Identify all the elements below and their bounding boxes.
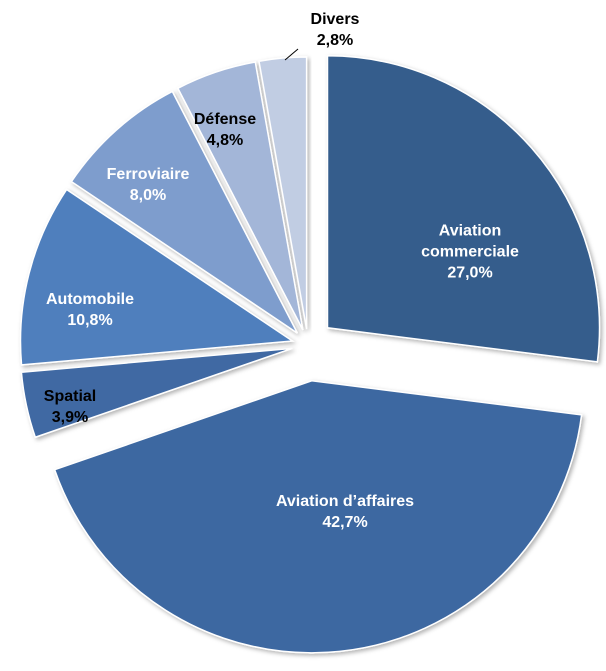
pie-slice <box>53 380 583 654</box>
value-label: 27,0% <box>447 264 493 282</box>
pie-slice <box>19 188 295 366</box>
category-label: Divers <box>310 11 360 28</box>
slice-label: Divers 2,8% <box>295 9 375 51</box>
slice-label: Aviation d’affaires 42,7% <box>235 491 455 533</box>
slice-label: Défense 4,8% <box>180 109 270 151</box>
pie-slice <box>258 56 308 330</box>
slice-label: Spatial 3,9% <box>30 386 110 428</box>
pie-slice <box>326 55 601 363</box>
value-label: 3,9% <box>51 409 89 426</box>
value-label: 42,7% <box>322 514 368 531</box>
category-label: Aviation commerciale <box>421 222 519 261</box>
pie-slice <box>176 61 304 331</box>
category-label: Automobile <box>46 291 134 308</box>
category-label: Défense <box>193 111 257 128</box>
category-label: Spatial <box>43 388 97 405</box>
value-label: 8,0% <box>129 187 167 204</box>
category-label: Aviation d’affaires <box>275 493 415 510</box>
value-label: 10,8% <box>67 312 113 329</box>
pie-slice <box>20 347 293 439</box>
value-label: 2,8% <box>316 32 354 49</box>
slice-label: Automobile 10,8% <box>30 289 150 331</box>
leader-line <box>284 48 299 61</box>
slice-label: Ferroviaire 8,0% <box>93 164 203 206</box>
slices <box>19 55 601 654</box>
category-label: Ferroviaire <box>106 166 190 183</box>
value-label: 4,8% <box>206 132 244 149</box>
pie-slice <box>70 90 299 334</box>
slice-label: Aviation commerciale 27,0% <box>405 221 535 284</box>
